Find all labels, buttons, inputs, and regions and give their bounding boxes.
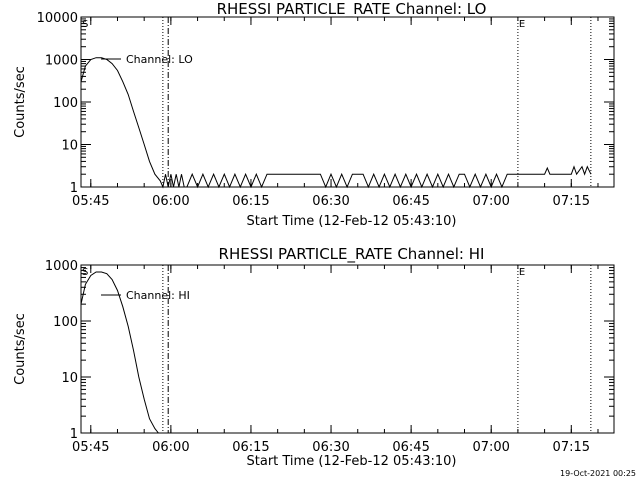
panel2-x-axis-label: Start Time (12-Feb-12 05:43:10) (247, 454, 457, 469)
panel1-x-tick-label: 06:45 (392, 194, 429, 209)
panel2-y-tick-label: 1 (70, 427, 78, 442)
panel2-x-tick-label: 05:45 (72, 440, 109, 455)
panel1-end-marker: E (519, 19, 525, 30)
panel2-x-tick-label: 06:45 (392, 440, 429, 455)
panel1-y-tick-label: 100 (53, 96, 78, 111)
panel2-x-tick-label: 06:00 (152, 440, 189, 455)
panel1-x-axis-label: Start Time (12-Feb-12 05:43:10) (247, 214, 457, 229)
panel1-y-tick-label: 10 (61, 139, 78, 154)
panel1-series-line (80, 57, 592, 189)
panel2-y-axis-label: Counts/sec (13, 313, 28, 385)
panel1-x-tick-label: 06:15 (232, 194, 269, 209)
panel2-legend-label: Channel: HI (126, 289, 190, 302)
panel1-y-tick-label: 10000 (37, 11, 78, 26)
panel2-chart-title: RHESSI PARTICLE_RATE Channel: HI (219, 245, 485, 264)
panel2-y-tick-label: 10 (61, 371, 78, 386)
panel1-x-tick-label: 07:15 (553, 194, 590, 209)
panel1-chart-title: RHESSI PARTICLE_RATE Channel: LO (217, 0, 487, 19)
panel2-y-tick-label: 1000 (45, 259, 78, 274)
date-stamp: 19-Oct-2021 00:25 (560, 469, 636, 478)
panel1-y-axis-label: Counts/sec (13, 66, 28, 138)
panel2-x-tick-label: 07:15 (553, 440, 590, 455)
panel2-x-tick-label: 06:30 (312, 440, 349, 455)
panel1-x-tick-label: 05:45 (72, 194, 109, 209)
panel1-y-tick-label: 1 (70, 181, 78, 196)
panel2-y-tick-label: 100 (53, 315, 78, 330)
panel2-x-tick-label: 07:00 (472, 440, 509, 455)
panel2-plot-frame (80, 264, 615, 434)
panel2-start-marker: S (82, 267, 88, 278)
panel1-y-tick-label: 1000 (45, 54, 78, 69)
panel1-legend-label: Channel: LO (126, 53, 193, 66)
panel2-end-marker: E (519, 267, 525, 278)
panel1-x-tick-label: 06:30 (312, 194, 349, 209)
panel1-start-marker: S (82, 19, 88, 30)
panel1-x-tick-label: 06:00 (152, 194, 189, 209)
panel1-x-tick-label: 07:00 (472, 194, 509, 209)
panel2-x-tick-label: 06:15 (232, 440, 269, 455)
panel1-plot-frame (80, 16, 615, 188)
panel2-series-line (80, 271, 159, 434)
